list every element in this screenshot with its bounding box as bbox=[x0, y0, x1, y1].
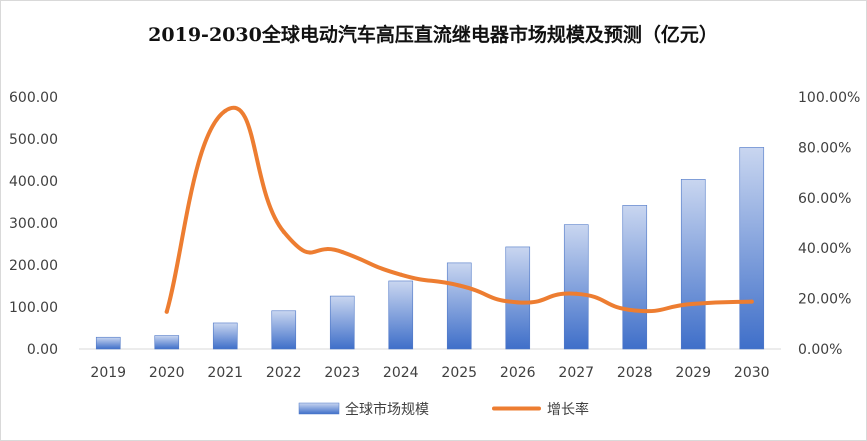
growth-rate-point bbox=[223, 108, 228, 113]
bars-layer bbox=[95, 147, 765, 350]
x-tick-label: 2026 bbox=[500, 365, 536, 381]
x-tick-label: 2020 bbox=[149, 365, 185, 381]
y-right-tick-label: 20.00% bbox=[798, 292, 851, 308]
bar bbox=[739, 147, 765, 350]
growth-rate-point bbox=[691, 301, 696, 306]
y-right-tick-label: 60.00% bbox=[798, 191, 851, 207]
x-tick-label: 2027 bbox=[558, 365, 594, 381]
legend-line-label: 增长率 bbox=[547, 401, 589, 418]
y-right-tick-label: 40.00% bbox=[798, 241, 851, 257]
y-left-tick-label: 300.00 bbox=[9, 216, 58, 232]
growth-rate-point bbox=[398, 272, 403, 277]
legend: 全球市场规模 增长率 bbox=[298, 401, 589, 418]
y-left-tick-label: 400.00 bbox=[9, 174, 58, 190]
x-tick-label: 2028 bbox=[617, 365, 653, 381]
growth-rate-point bbox=[632, 308, 637, 313]
line-layer bbox=[164, 105, 754, 314]
growth-rate-point bbox=[281, 229, 286, 234]
x-tick-label: 2030 bbox=[734, 365, 770, 381]
x-tick-label: 2029 bbox=[675, 365, 711, 381]
growth-rate-point bbox=[574, 291, 579, 296]
bar bbox=[446, 262, 472, 350]
growth-rate-point bbox=[164, 309, 169, 314]
growth-rate-point bbox=[515, 300, 520, 305]
bar bbox=[622, 205, 648, 350]
y-left-tick-label: 600.00 bbox=[9, 90, 58, 106]
chart-title: 2019-2030全球电动汽车高压直流继电器市场规模及预测（亿元） bbox=[148, 23, 718, 46]
legend-bar-swatch bbox=[298, 402, 340, 415]
y-right-tick-label: 80.00% bbox=[798, 140, 851, 156]
y-right-tick-label: 100.00% bbox=[798, 90, 860, 106]
bar bbox=[563, 224, 589, 350]
x-tick-label: 2022 bbox=[266, 365, 302, 381]
bar bbox=[95, 336, 121, 350]
x-tick-label: 2024 bbox=[383, 365, 419, 381]
growth-rate-point bbox=[457, 283, 462, 288]
x-tick-label: 2021 bbox=[207, 365, 243, 381]
bar bbox=[680, 179, 706, 350]
bar bbox=[212, 322, 238, 350]
x-tick-label: 2023 bbox=[324, 365, 360, 381]
axes-layer: 0.00 100.00 200.00 300.00 400.00 500.00 600.00… bbox=[9, 90, 860, 381]
bar bbox=[388, 280, 414, 350]
bar bbox=[271, 310, 297, 350]
x-tick-label: 2019 bbox=[90, 365, 126, 381]
bar bbox=[505, 246, 531, 350]
legend-bar-label: 全球市场规模 bbox=[345, 401, 429, 418]
growth-rate-point bbox=[340, 249, 345, 254]
y-left-tick-label: 0.00 bbox=[27, 342, 58, 358]
y-left-tick-label: 500.00 bbox=[9, 132, 58, 148]
y-left-tick-label: 100.00 bbox=[9, 300, 58, 316]
bar bbox=[329, 295, 355, 350]
y-right-tick-label: 0.00% bbox=[798, 342, 842, 358]
bar bbox=[154, 335, 180, 350]
x-tick-label: 2025 bbox=[441, 365, 477, 381]
growth-rate-point bbox=[749, 299, 754, 304]
y-left-tick-label: 200.00 bbox=[9, 258, 58, 274]
